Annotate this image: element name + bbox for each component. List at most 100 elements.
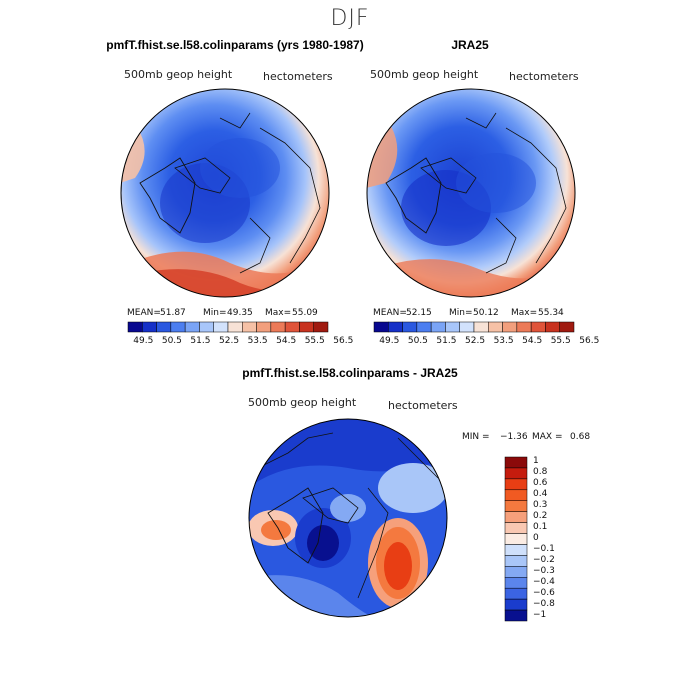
colorbar-swatch [545, 321, 560, 333]
colorbar-swatch [488, 321, 503, 333]
colorbar-swatch [242, 321, 257, 333]
colorbar-tick-label: 53.5 [247, 336, 268, 346]
panel-1-polar-map [120, 88, 330, 298]
colorbar-tick-label: −0.6 [533, 587, 555, 598]
colorbar-swatch [299, 321, 314, 333]
colorbar-swatch [504, 511, 528, 523]
colorbar-swatch [373, 321, 389, 333]
colorbar-swatch [127, 321, 143, 333]
colorbar-swatch [199, 321, 214, 333]
colorbar-swatch [504, 544, 528, 556]
panel-1-colorbar [127, 321, 329, 333]
colorbar-tick-label: 0.4 [533, 489, 548, 500]
colorbar-swatch [530, 321, 546, 333]
colorbar-tick-label: 56.5 [333, 336, 354, 346]
colorbar-tick-label: −0.8 [533, 598, 555, 609]
colorbar-swatch [504, 577, 528, 589]
colorbar-tick-label: −0.3 [533, 565, 555, 576]
panel-2-title: JRA25 [451, 38, 489, 52]
panel-3-min-value: −1.36 [500, 432, 528, 442]
panel-2-variable-label: 500mb geop height [370, 68, 479, 81]
colorbar-swatch [313, 321, 329, 333]
panel-2-min-value: 50.12 [473, 308, 499, 318]
colorbar-swatch [170, 321, 186, 333]
colorbar-tick-label: 0.6 [533, 478, 548, 489]
colorbar-swatch [142, 321, 157, 333]
colorbar-tick-label: 56.5 [579, 336, 600, 346]
panel-1-max-value: 55.09 [292, 308, 318, 318]
colorbar-swatch [284, 321, 300, 333]
colorbar-swatch [504, 489, 528, 501]
colorbar-swatch [502, 321, 518, 333]
panel-1-mean-label: MEAN= [127, 308, 161, 318]
colorbar-swatch [504, 456, 528, 469]
panel-3-colorbar [504, 456, 528, 622]
colorbar-tick-label: 0.8 [533, 467, 548, 478]
panel-1-variable-label: 500mb geop height [124, 68, 233, 81]
panel-2-min-label: Min= [449, 308, 473, 318]
panel-1-min-label: Min= [203, 308, 227, 318]
colorbar-tick-label: 55.5 [304, 336, 325, 346]
panel-2-mean-value: 52.15 [406, 308, 432, 318]
panel-3-title: pmfT.fhist.se.l58.colinparams - JRA25 [242, 366, 458, 380]
panel-3-max-label: MAX = [532, 432, 563, 442]
colorbar-tick-label: 0.3 [533, 500, 548, 511]
colorbar-tick-label: 51.5 [190, 336, 211, 346]
panel-1-max-label: Max= [265, 308, 292, 318]
colorbar-tick-label: 52.5 [465, 336, 486, 346]
panel-1-mean-value: 51.87 [160, 308, 186, 318]
colorbar-swatch [213, 321, 229, 333]
panel-3-variable-label: 500mb geop height [248, 396, 357, 409]
panel-3-min-label: MIN = [462, 432, 490, 442]
panel-1-colorbar-ticks: 49.5 50.5 51.5 52.5 53.5 54.5 55.5 56.5 [128, 336, 353, 348]
colorbar-swatch [504, 566, 528, 578]
colorbar-tick-label: 0.2 [533, 511, 548, 522]
panel-1-units-label: hectometers [263, 70, 333, 83]
colorbar-swatch [504, 467, 528, 480]
colorbar-swatch [504, 522, 528, 534]
panel-3-polar-map [248, 418, 448, 618]
colorbar-swatch [227, 321, 243, 333]
panel-2-colorbar-ticks: 49.5 50.5 51.5 52.5 53.5 54.5 55.5 56.5 [374, 336, 599, 348]
colorbar-tick-label: 49.5 [133, 336, 154, 346]
colorbar-tick-label: 1 [533, 456, 539, 467]
colorbar-swatch [473, 321, 489, 333]
colorbar-tick-label: 51.5 [436, 336, 457, 346]
panel-3-colorbar-ticks: 1 0.8 0.6 0.4 0.3 0.2 0.1 0 −0.1 −0.2 −0.3 −0.4 −0.6… [533, 456, 573, 621]
panel-1-title: pmfT.fhist.se.l58.colinparams (yrs 1980-… [106, 38, 364, 52]
colorbar-tick-label: −0.2 [533, 554, 555, 565]
colorbar-swatch [504, 555, 528, 567]
colorbar-tick-label: 53.5 [493, 336, 514, 346]
colorbar-swatch [430, 321, 446, 333]
colorbar-tick-label: 50.5 [407, 336, 428, 346]
colorbar-swatch [516, 321, 532, 333]
panel-2-colorbar [373, 321, 575, 333]
colorbar-swatch [504, 598, 528, 611]
panel-2-polar-map [366, 88, 576, 298]
panel-2-max-label: Max= [511, 308, 538, 318]
colorbar-tick-label: 54.5 [522, 336, 543, 346]
colorbar-tick-label: 49.5 [379, 336, 400, 346]
colorbar-swatch [184, 321, 200, 333]
colorbar-swatch [559, 321, 575, 333]
colorbar-tick-label: 0 [533, 533, 539, 543]
colorbar-tick-label: 0.1 [533, 522, 548, 533]
colorbar-swatch [504, 533, 528, 545]
colorbar-tick-label: −1 [533, 609, 547, 620]
colorbar-swatch [156, 321, 172, 333]
colorbar-tick-label: 54.5 [276, 336, 297, 346]
colorbar-swatch [504, 587, 528, 600]
colorbar-swatch [504, 609, 528, 622]
colorbar-tick-label: 55.5 [550, 336, 571, 346]
colorbar-swatch [459, 321, 475, 333]
colorbar-tick-label: −0.4 [533, 576, 555, 587]
panel-3-units-label: hectometers [388, 399, 458, 412]
colorbar-swatch [504, 500, 528, 512]
panel-3-max-value: 0.68 [570, 432, 591, 442]
panel-2-mean-label: MEAN= [373, 308, 407, 318]
colorbar-swatch [416, 321, 432, 333]
colorbar-swatch [388, 321, 403, 333]
colorbar-tick-label: 52.5 [219, 336, 240, 346]
colorbar-swatch [256, 321, 272, 333]
panel-2-units-label: hectometers [509, 70, 579, 83]
